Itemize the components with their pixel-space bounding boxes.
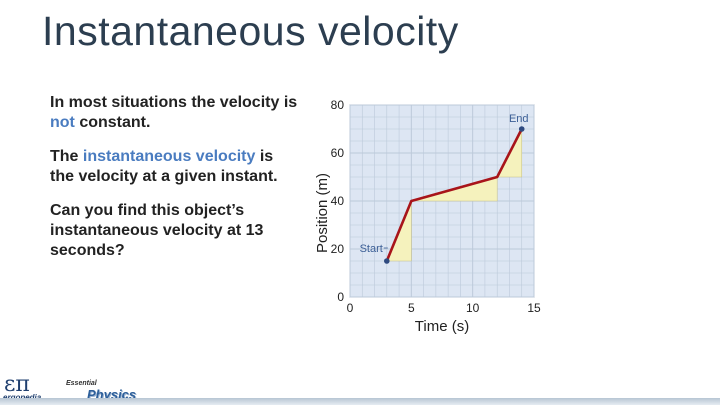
body-text: In most situations the velocity is not c… [50, 93, 300, 275]
y-tick-label: 20 [331, 242, 345, 256]
ergopedia-logo-icon: επ [4, 372, 30, 397]
y-tick-label: 80 [331, 98, 345, 112]
x-tick-label: 0 [347, 301, 354, 315]
start-point [384, 258, 390, 264]
slide-title: Instantaneous velocity [42, 8, 459, 54]
paragraph-1: In most situations the velocity is not c… [50, 93, 300, 133]
end-point [518, 126, 525, 132]
paragraph-2-end: is the velocity at a given instant. [50, 148, 278, 185]
essential-label: Essential [66, 380, 97, 387]
emphasis-not: not [50, 114, 75, 131]
footer-bar [0, 398, 720, 405]
y-tick-label: 60 [331, 146, 345, 160]
ergopedia-wordmark: ergopedia [3, 393, 41, 402]
x-tick-label: 10 [466, 301, 480, 315]
x-axis-label: Time (s) [415, 318, 469, 335]
x-tick-label: 5 [408, 301, 415, 315]
paragraph-2: The instantaneous velocity is the veloci… [50, 147, 300, 187]
paragraph-1-end: constant. [74, 114, 151, 131]
position-time-chart: Start End 0 5 10 15 0 20 40 60 80 Time (s) Position … [314, 98, 541, 335]
end-label: End [509, 113, 529, 125]
x-tick-label: 15 [527, 301, 541, 315]
term-instantaneous-velocity: instantaneous velocity [82, 148, 256, 165]
y-axis-label: Position (m) [314, 173, 331, 253]
paragraph-2-text: The [50, 148, 83, 165]
paragraph-1-text: In most situations the velocity is [50, 94, 298, 111]
y-tick-label: 0 [337, 290, 344, 304]
paragraph-3: Can you find this object’s instantaneous… [50, 202, 264, 259]
y-tick-label: 40 [331, 194, 345, 208]
position-line [385, 128, 523, 262]
start-label: Start [360, 243, 383, 255]
